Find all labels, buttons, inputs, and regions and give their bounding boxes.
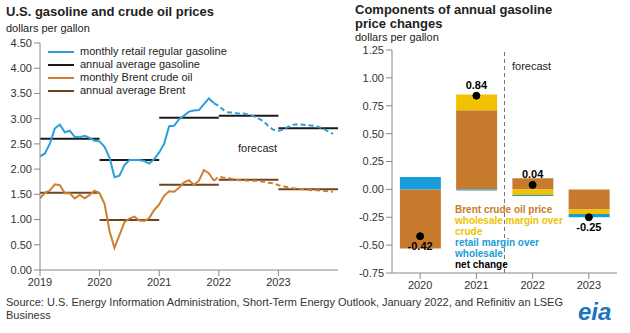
svg-text:4.50: 4.50 [11,37,32,49]
svg-text:1.00: 1.00 [11,213,32,225]
svg-text:3.00: 3.00 [11,113,32,125]
html-text:forecast: forecast [512,60,552,72]
html-text:monthly retail regular gasolin: monthly retail regular gasoline [80,45,227,57]
html-text:wholesale margin over crude: wholesale margin over crude [455,215,563,237]
svg-text:-0.50: -0.50 [359,239,384,251]
svg-text:2023: 2023 [266,276,290,288]
svg-text:-0.25: -0.25 [576,221,601,233]
svg-text:2.00: 2.00 [11,163,32,175]
html-text:Brent crude oil price: Brent crude oil price [455,204,553,215]
svg-text:0.84: 0.84 [466,79,488,91]
svg-text:3.50: 3.50 [11,87,32,99]
html-text:U.S. gasoline and crude oil pr: U.S. gasoline and crude oil prices [6,4,215,19]
svg-text:1.50: 1.50 [11,188,32,200]
svg-text:-0.42: -0.42 [408,240,433,252]
svg-text:2022: 2022 [520,279,544,291]
svg-text:0.00: 0.00 [11,264,32,276]
svg-text:4.00: 4.00 [11,62,32,74]
svg-text:2020: 2020 [408,279,432,291]
svg-text:2021: 2021 [147,276,171,288]
svg-text:0.25: 0.25 [363,155,384,167]
svg-text:0.75: 0.75 [363,100,384,112]
html-text:eia: eia [578,298,612,325]
html-text:dollars per gallon: dollars per gallon [6,22,90,34]
html-text:Components of annual gasoline: Components of annual gasoline price chan… [355,2,553,31]
svg-text:2019: 2019 [28,276,52,288]
svg-text:-0.75: -0.75 [359,267,384,279]
svg-text:-0.25: -0.25 [359,211,384,223]
svg-text:0.50: 0.50 [11,239,32,251]
svg-text:2023: 2023 [577,279,601,291]
html-text:forecast: forecast [238,142,278,154]
svg-text:2.50: 2.50 [11,138,32,150]
svg-text:1.25: 1.25 [363,44,384,56]
html-text:dollars per gallon: dollars per gallon [355,31,439,43]
html-text:annual average gasoline: annual average gasoline [80,58,200,70]
svg-text:0.04: 0.04 [522,168,544,180]
svg-text:0.00: 0.00 [363,183,384,195]
svg-text:1.00: 1.00 [363,72,384,84]
svg-text:2021: 2021 [464,279,488,291]
html-text:net change: net change [455,259,508,270]
svg-text:2020: 2020 [87,276,111,288]
html-text:monthly Brent crude oil: monthly Brent crude oil [80,71,193,83]
svg-text:2022: 2022 [207,276,231,288]
html-text:Source: U.S. Energy Informatio: Source: U.S. Energy Information Administ… [6,296,563,321]
html-text:retail margin over wholesale: retail margin over wholesale [455,237,539,259]
svg-text:0.50: 0.50 [363,128,384,140]
html-text:annual average Brent: annual average Brent [80,84,186,96]
